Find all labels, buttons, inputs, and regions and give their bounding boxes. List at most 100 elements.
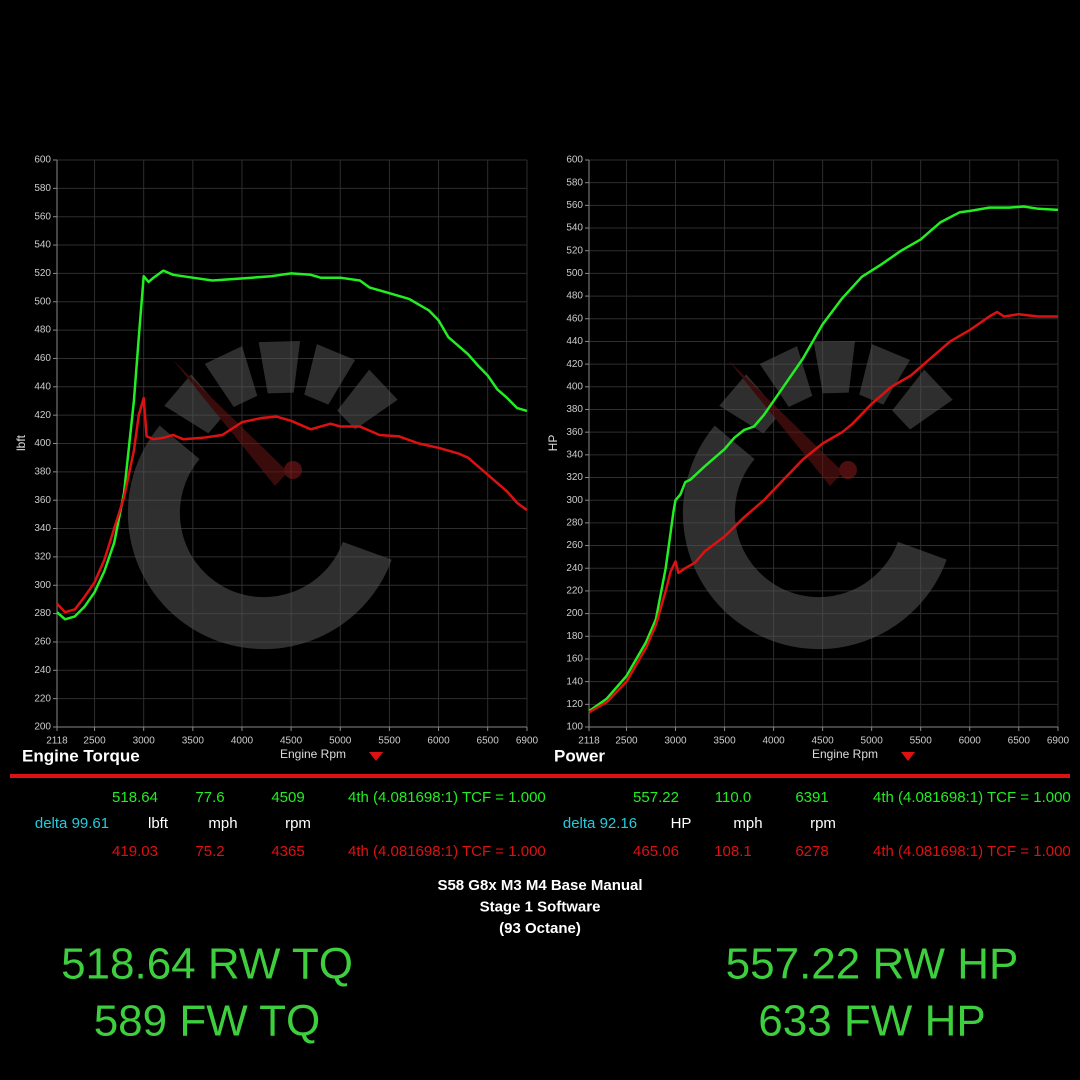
watermark-block	[719, 374, 781, 434]
y-axis-label: HP	[546, 435, 560, 452]
x-tick-label: 5000	[329, 736, 352, 747]
y-tick-label: 580	[34, 183, 51, 194]
y-tick-label: 400	[34, 438, 51, 449]
y-tick-label: 460	[566, 313, 583, 324]
test-description: S58 G8x M3 M4 Base Manual	[437, 877, 642, 894]
y-tick-label: 200	[34, 722, 51, 733]
readout: 108.1	[714, 843, 752, 860]
readout: 4th (4.081698:1) TCF = 1.000	[873, 789, 1071, 806]
y-tick-label: 120	[566, 699, 583, 710]
x-tick-label: 6000	[959, 736, 982, 747]
y-tick-label: 280	[566, 518, 583, 529]
y-axis-label: lbft	[14, 434, 28, 451]
x-tick-label: 2500	[615, 736, 638, 747]
y-tick-label: 260	[34, 637, 51, 648]
readout: HP	[671, 815, 692, 832]
y-tick-label: 160	[566, 654, 583, 665]
x-tick-label: 4000	[231, 736, 254, 747]
y-tick-label: 200	[566, 608, 583, 619]
y-tick-label: 220	[566, 586, 583, 597]
y-tick-label: 240	[34, 665, 51, 676]
y-tick-label: 340	[34, 523, 51, 534]
summary-figure: 557.22 RW HP	[726, 940, 1019, 989]
y-tick-label: 460	[34, 353, 51, 364]
y-tick-label: 520	[566, 245, 583, 256]
x-tick-label: 4500	[811, 736, 834, 747]
readout: rpm	[285, 815, 311, 832]
y-tick-label: 540	[566, 223, 583, 234]
watermark-block	[258, 341, 301, 394]
x-tick-label: 3000	[133, 736, 156, 747]
rpm-marker	[369, 752, 383, 761]
watermark-needle	[728, 360, 843, 486]
watermark-needle	[173, 360, 288, 486]
readout: rpm	[810, 815, 836, 832]
test-description: Stage 1 Software	[480, 898, 601, 915]
summary-figure: 518.64 RW TQ	[61, 940, 353, 989]
x-axis-label: Engine Rpm	[280, 747, 346, 761]
watermark-arc	[682, 425, 947, 650]
y-tick-label: 300	[34, 580, 51, 591]
y-tick-label: 440	[566, 336, 583, 347]
x-tick-label: 4500	[280, 736, 303, 747]
x-tick-label: 2118	[46, 736, 68, 747]
watermark-dot	[839, 461, 857, 479]
x-tick-label: 6900	[516, 736, 539, 747]
readout: 77.6	[195, 789, 224, 806]
power-curve	[588, 205, 1059, 713]
y-tick-label: 380	[34, 466, 51, 477]
y-tick-label: 320	[34, 552, 51, 563]
readout: delta 92.16	[563, 815, 637, 832]
x-tick-label: 3500	[713, 736, 736, 747]
watermark-block	[759, 346, 813, 408]
y-tick-label: 560	[566, 200, 583, 211]
rpm-marker	[901, 752, 915, 761]
watermark	[127, 341, 398, 650]
watermark-dot	[284, 461, 302, 479]
chart-title: Engine Torque	[22, 746, 140, 765]
power-curve	[588, 310, 1058, 714]
readout: 4th (4.081698:1) TCF = 1.000	[348, 843, 546, 860]
y-tick-label: 300	[566, 495, 583, 506]
test-description: (93 Octane)	[499, 920, 581, 937]
y-tick-label: 600	[566, 155, 583, 166]
watermark-arc	[127, 425, 392, 650]
watermark-block	[813, 341, 856, 394]
readout: delta 99.61	[35, 815, 109, 832]
readout: mph	[733, 815, 762, 832]
y-tick-label: 500	[34, 296, 51, 307]
x-axis-label: Engine Rpm	[812, 747, 878, 761]
y-tick-label: 560	[34, 211, 51, 222]
readout: 4th (4.081698:1) TCF = 1.000	[873, 843, 1071, 860]
y-tick-label: 600	[34, 155, 51, 166]
y-tick-label: 400	[566, 381, 583, 392]
readout: 4365	[271, 843, 304, 860]
watermark-block	[304, 344, 356, 405]
power-curve	[56, 269, 528, 621]
y-tick-label: 420	[566, 359, 583, 370]
y-tick-label: 240	[566, 563, 583, 574]
x-tick-label: 6500	[477, 736, 500, 747]
x-tick-label: 5000	[861, 736, 884, 747]
readout: 518.64	[112, 789, 158, 806]
readout: 419.03	[112, 843, 158, 860]
readout: 4th (4.081698:1) TCF = 1.000	[348, 789, 546, 806]
y-tick-label: 540	[34, 240, 51, 251]
y-tick-label: 500	[566, 268, 583, 279]
y-tick-label: 140	[566, 676, 583, 687]
readout: 6391	[795, 789, 828, 806]
summary-figure: 589 FW TQ	[94, 997, 321, 1046]
readout: 75.2	[195, 843, 224, 860]
y-tick-label: 260	[566, 540, 583, 551]
x-tick-label: 6900	[1047, 736, 1070, 747]
watermark	[682, 341, 953, 650]
watermark-block	[859, 344, 911, 405]
x-tick-label: 4000	[762, 736, 785, 747]
x-tick-label: 6500	[1008, 736, 1031, 747]
y-tick-label: 480	[566, 291, 583, 302]
watermark-block	[164, 374, 226, 434]
y-tick-label: 360	[34, 495, 51, 506]
watermark-block	[337, 369, 398, 430]
y-tick-label: 420	[34, 410, 51, 421]
